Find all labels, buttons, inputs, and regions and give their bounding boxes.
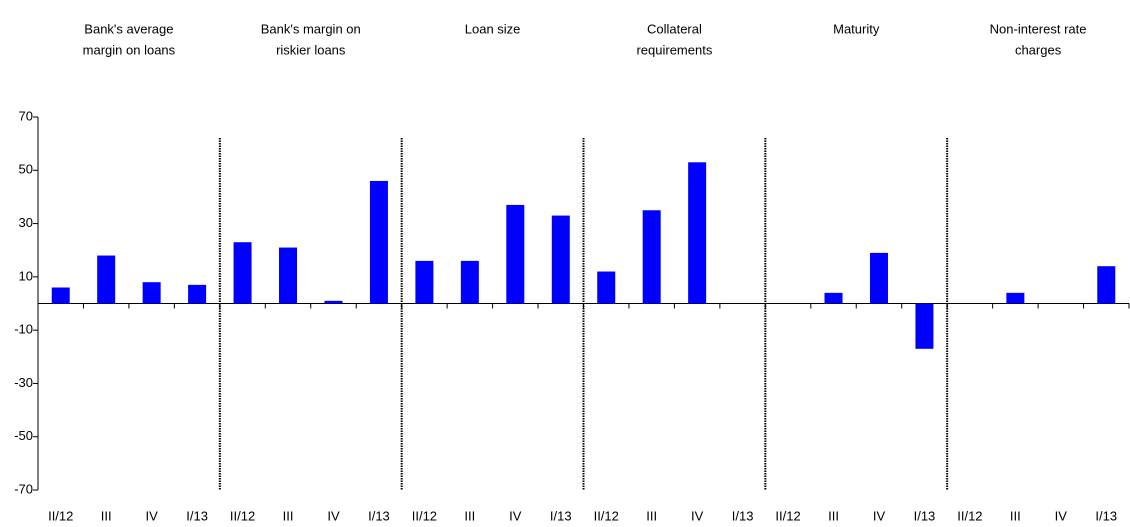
group-title: Maturity: [833, 21, 880, 36]
bar: [279, 247, 298, 304]
x-tick-label: I/13: [1095, 508, 1117, 523]
y-tick-label: 70: [19, 108, 33, 123]
bar: [551, 215, 570, 304]
x-tick-label: IV: [1055, 508, 1068, 523]
x-tick-label: II/12: [48, 508, 73, 523]
group-title: Loan size: [465, 21, 521, 36]
bar: [869, 252, 888, 304]
y-tick-label: 10: [19, 268, 33, 283]
y-tick-label: 30: [19, 215, 33, 230]
x-tick-label: I/13: [368, 508, 390, 523]
bar: [824, 292, 843, 304]
group-title: requirements: [636, 42, 712, 57]
x-tick-label: III: [464, 508, 475, 523]
x-tick-label: IV: [873, 508, 886, 523]
x-tick-label: II/12: [957, 508, 982, 523]
y-tick-label: -70: [14, 481, 33, 496]
x-tick-label: IV: [509, 508, 522, 523]
x-tick-label: II/12: [412, 508, 437, 523]
x-tick-label: III: [646, 508, 657, 523]
group-title: Bank's average: [84, 21, 173, 36]
group-title: charges: [1015, 42, 1062, 57]
bar: [188, 284, 207, 304]
x-tick-label: I/13: [732, 508, 754, 523]
bar: [506, 204, 525, 304]
y-tick-label: -50: [14, 428, 33, 443]
group-title: Bank's margin on: [261, 21, 361, 36]
bar: [597, 271, 616, 304]
bar: [1006, 292, 1025, 304]
x-tick-label: IV: [145, 508, 158, 523]
x-tick-label: IV: [691, 508, 704, 523]
bar: [97, 255, 116, 304]
bar: [142, 282, 161, 304]
group-title: margin on loans: [83, 42, 176, 57]
bar: [688, 162, 707, 304]
x-tick-label: III: [101, 508, 112, 523]
bar: [51, 287, 70, 304]
x-tick-label: I/13: [914, 508, 936, 523]
bar: [915, 303, 934, 349]
bar: [460, 260, 479, 304]
x-tick-label: III: [283, 508, 294, 523]
x-tick-label: I/13: [550, 508, 572, 523]
x-tick-label: III: [828, 508, 839, 523]
x-tick-label: IV: [327, 508, 340, 523]
group-title: Collateral: [647, 21, 702, 36]
x-tick-label: II/12: [594, 508, 619, 523]
bar: [324, 300, 343, 304]
bar: [369, 180, 388, 304]
x-tick-label: I/13: [186, 508, 208, 523]
bar: [1097, 266, 1116, 304]
y-tick-label: -30: [14, 375, 33, 390]
group-title: riskier loans: [276, 42, 346, 57]
bar: [415, 260, 434, 304]
x-tick-label: II/12: [230, 508, 255, 523]
x-tick-label: II/12: [775, 508, 800, 523]
x-tick-label: III: [1010, 508, 1021, 523]
bar: [233, 242, 252, 304]
y-tick-label: 50: [19, 162, 33, 177]
group-title: Non-interest rate: [990, 21, 1087, 36]
bar: [642, 210, 661, 304]
y-tick-label: -10: [14, 322, 33, 337]
